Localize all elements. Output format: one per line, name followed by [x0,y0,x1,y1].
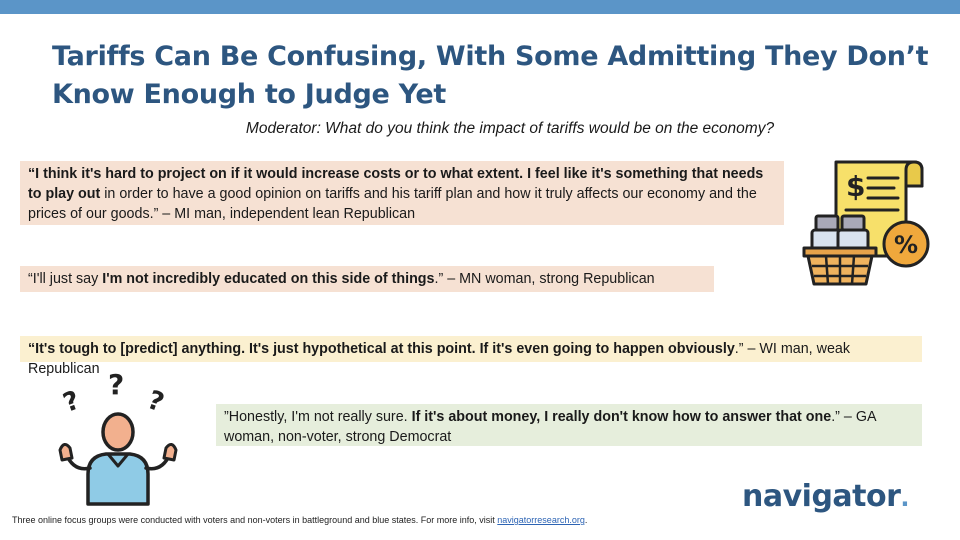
logo-dot: . [900,484,910,512]
svg-text:?: ? [59,385,83,418]
logo-text: navigator [742,479,901,514]
quote-1-bold: “I think it's hard to project on if it w… [28,166,764,202]
svg-text:%: % [894,231,918,259]
quote-3-attribution: .” – WI man, weak Republican [28,341,850,377]
svg-text:$: $ [846,170,865,203]
footer-link[interactable]: navigatorresearch.org [497,515,585,525]
quote-3: “It's tough to [predict] anything. It's … [20,336,922,377]
confused-person-icon: ? ? ? [58,370,178,506]
quote-2: “I'll just say I'm not incredibly educat… [20,266,714,292]
top-accent-bar [0,0,960,14]
footer-text: Three online focus groups were conducted… [12,515,498,525]
quote-4: ”Honestly, I'm not really sure. If it's … [216,404,922,446]
footer-note: Three online focus groups were conducted… [12,515,587,525]
svg-text:?: ? [143,385,167,418]
quote-2-bold: I'm not incredibly educated on this side… [102,271,435,287]
quote-1: “I think it's hard to project on if it w… [20,161,784,225]
navigator-logo: navigator. [742,479,910,514]
slide-title: Tariffs Can Be Confusing, With Some Admi… [52,41,929,110]
quote-4-lead: ”Honestly, I'm not really sure. [224,409,412,425]
quote-4-attribution: .” – GA woman, non-voter, strong Democra… [224,409,876,445]
receipt-percent-icon: $ % [802,160,930,286]
svg-text:?: ? [108,370,124,401]
quote-2-attribution: .” – MN woman, strong Republican [434,271,655,287]
quote-1-rest: in order to have a good opinion on tarif… [28,186,757,222]
quote-4-bold: If it's about money, I really don't know… [411,409,832,425]
quote-2-lead: “I'll just say [28,271,103,287]
moderator-question: Moderator: What do you think the impact … [245,120,775,137]
footer-suffix: . [584,515,588,525]
quote-3-bold: “It's tough to [predict] anything. It's … [28,341,735,357]
